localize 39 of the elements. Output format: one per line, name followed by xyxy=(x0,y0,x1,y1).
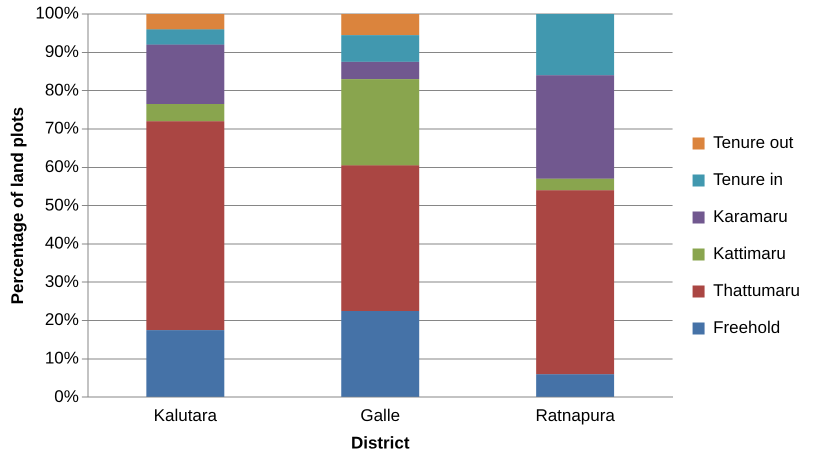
bar xyxy=(341,62,420,80)
x-axis-title: District xyxy=(350,433,410,452)
y-tick-label: 20% xyxy=(44,310,79,330)
bar xyxy=(146,121,224,330)
y-tick-label: 10% xyxy=(44,348,79,368)
y-tick-label: 100% xyxy=(35,4,79,23)
y-tick-label: 70% xyxy=(44,118,79,138)
bar xyxy=(146,29,224,45)
y-tick-label: 60% xyxy=(44,156,79,176)
legend-label: Tenure out xyxy=(713,133,794,152)
legend-label: Thattumaru xyxy=(713,281,800,300)
bar xyxy=(146,14,224,30)
legend-label: Freehold xyxy=(713,318,780,338)
x-tick-label: Galle xyxy=(360,406,400,426)
bar xyxy=(536,75,614,179)
legend-label: Kattimaru xyxy=(713,244,786,264)
bar xyxy=(536,374,614,397)
bar xyxy=(341,165,420,311)
x-tick-label: Ratnapura xyxy=(535,406,616,426)
y-tick-label: 40% xyxy=(44,234,79,253)
y-axis-title: Percentage of land plots xyxy=(8,106,27,304)
legend-label: Tenure in xyxy=(713,170,784,190)
bar xyxy=(341,310,420,397)
legend-label: Karamaru xyxy=(713,207,788,226)
bar xyxy=(341,79,420,166)
x-tick-label: Kalutara xyxy=(154,406,218,426)
y-tick-label: 50% xyxy=(44,195,79,214)
bar xyxy=(341,35,420,62)
y-tick-label: 80% xyxy=(44,80,79,100)
bar xyxy=(146,104,224,122)
bar xyxy=(536,178,614,190)
bar xyxy=(536,190,614,374)
y-tick-label: 30% xyxy=(44,272,79,291)
y-tick-label: 90% xyxy=(44,42,79,62)
bar xyxy=(146,330,224,397)
bar xyxy=(146,44,224,104)
bar xyxy=(341,14,420,36)
bar xyxy=(536,14,614,76)
y-tick-label: 0% xyxy=(54,386,79,406)
